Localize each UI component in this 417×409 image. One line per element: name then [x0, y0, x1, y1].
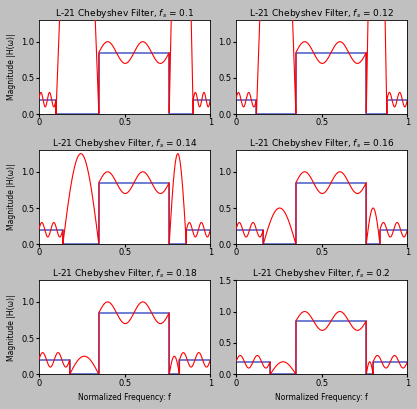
- X-axis label: Normalized Frequency: f: Normalized Frequency: f: [275, 393, 368, 402]
- Title: L-21 Chebyshev Filter, $f_s$ = 0.1: L-21 Chebyshev Filter, $f_s$ = 0.1: [55, 7, 194, 20]
- Y-axis label: Magnitude |H(ω)|: Magnitude |H(ω)|: [7, 164, 16, 230]
- Title: L-21 Chebyshev Filter, $f_s$ = 0.2: L-21 Chebyshev Filter, $f_s$ = 0.2: [252, 267, 391, 280]
- Title: L-21 Chebyshev Filter, $f_s$ = 0.12: L-21 Chebyshev Filter, $f_s$ = 0.12: [249, 7, 394, 20]
- X-axis label: Normalized Frequency: f: Normalized Frequency: f: [78, 393, 171, 402]
- Y-axis label: Magnitude |H(ω)|: Magnitude |H(ω)|: [7, 34, 16, 100]
- Title: L-21 Chebyshev Filter, $f_s$ = 0.14: L-21 Chebyshev Filter, $f_s$ = 0.14: [52, 137, 197, 150]
- Title: L-21 Chebyshev Filter, $f_s$ = 0.16: L-21 Chebyshev Filter, $f_s$ = 0.16: [249, 137, 394, 150]
- Title: L-21 Chebyshev Filter, $f_s$ = 0.18: L-21 Chebyshev Filter, $f_s$ = 0.18: [52, 267, 197, 280]
- Y-axis label: Magnitude |H(ω)|: Magnitude |H(ω)|: [7, 294, 16, 361]
